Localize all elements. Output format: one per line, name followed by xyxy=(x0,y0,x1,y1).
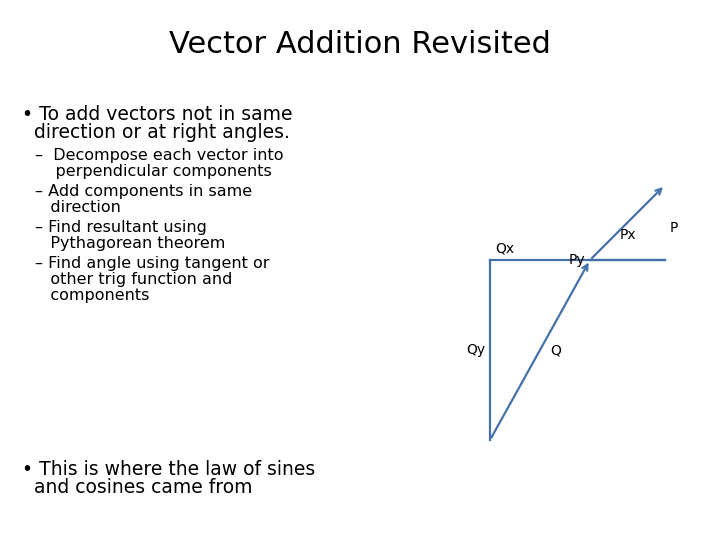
Text: • To add vectors not in same: • To add vectors not in same xyxy=(22,105,292,124)
Text: –  Decompose each vector into: – Decompose each vector into xyxy=(35,148,284,163)
Text: direction or at right angles.: direction or at right angles. xyxy=(22,123,290,142)
Text: perpendicular components: perpendicular components xyxy=(35,164,271,179)
Text: • This is where the law of sines: • This is where the law of sines xyxy=(22,460,315,479)
Text: Py: Py xyxy=(568,253,585,267)
Text: direction: direction xyxy=(35,200,121,215)
Text: – Find angle using tangent or: – Find angle using tangent or xyxy=(35,256,269,271)
Text: Vector Addition Revisited: Vector Addition Revisited xyxy=(169,30,551,59)
Text: – Add components in same: – Add components in same xyxy=(35,184,252,199)
Text: Qy: Qy xyxy=(466,343,485,357)
Text: Q: Q xyxy=(550,343,561,357)
Text: other trig function and: other trig function and xyxy=(35,272,233,287)
Text: components: components xyxy=(35,288,149,303)
Text: Qx: Qx xyxy=(495,241,514,255)
Text: and cosines came from: and cosines came from xyxy=(22,478,253,497)
Text: Pythagorean theorem: Pythagorean theorem xyxy=(35,236,225,251)
Text: Px: Px xyxy=(619,228,636,242)
Text: – Find resultant using: – Find resultant using xyxy=(35,220,207,235)
Text: P: P xyxy=(670,220,678,234)
